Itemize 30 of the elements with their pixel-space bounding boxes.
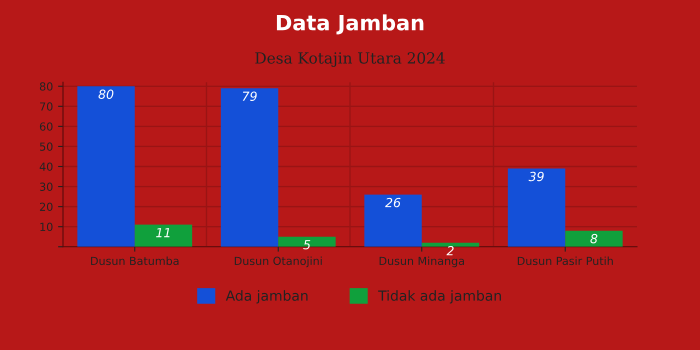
bar	[134, 224, 192, 247]
chart-title: Data Jamban	[276, 14, 424, 34]
data-label: 80	[98, 89, 114, 99]
y-tick-label: 50	[40, 142, 53, 151]
bar	[508, 168, 566, 247]
legend-label: Tidak ada jamban	[378, 290, 501, 304]
bar	[565, 230, 623, 247]
y-tick-label: 30	[40, 182, 53, 191]
bar	[77, 86, 135, 247]
y-tick-label: 60	[40, 122, 53, 131]
chart-subtitle: Desa Kotajin Utara 2024	[255, 52, 445, 67]
y-tick-label: 20	[40, 202, 53, 212]
data-label: 79	[242, 92, 257, 101]
bar	[220, 88, 278, 247]
data-label: 11	[156, 228, 170, 238]
data-label: 2	[446, 246, 454, 256]
bar	[422, 242, 480, 247]
y-tick-label: 70	[40, 102, 53, 111]
legend-label: Ada jamban	[226, 290, 308, 304]
x-tick-label: Dusun Batumba	[91, 256, 178, 266]
data-label: 26	[385, 198, 400, 208]
x-tick-label: Dusun Otanojini	[234, 256, 322, 268]
x-tick-label: Dusun Pasir Putih	[518, 256, 613, 266]
data-label: 39	[528, 172, 544, 182]
y-tick-label: 40	[40, 162, 53, 171]
data-label: 8	[590, 234, 598, 244]
x-tick-label: Dusun Minanga	[380, 256, 464, 268]
y-tick-label: 80	[40, 82, 53, 91]
y-tick-label: 10	[40, 222, 53, 232]
bar	[364, 194, 422, 247]
